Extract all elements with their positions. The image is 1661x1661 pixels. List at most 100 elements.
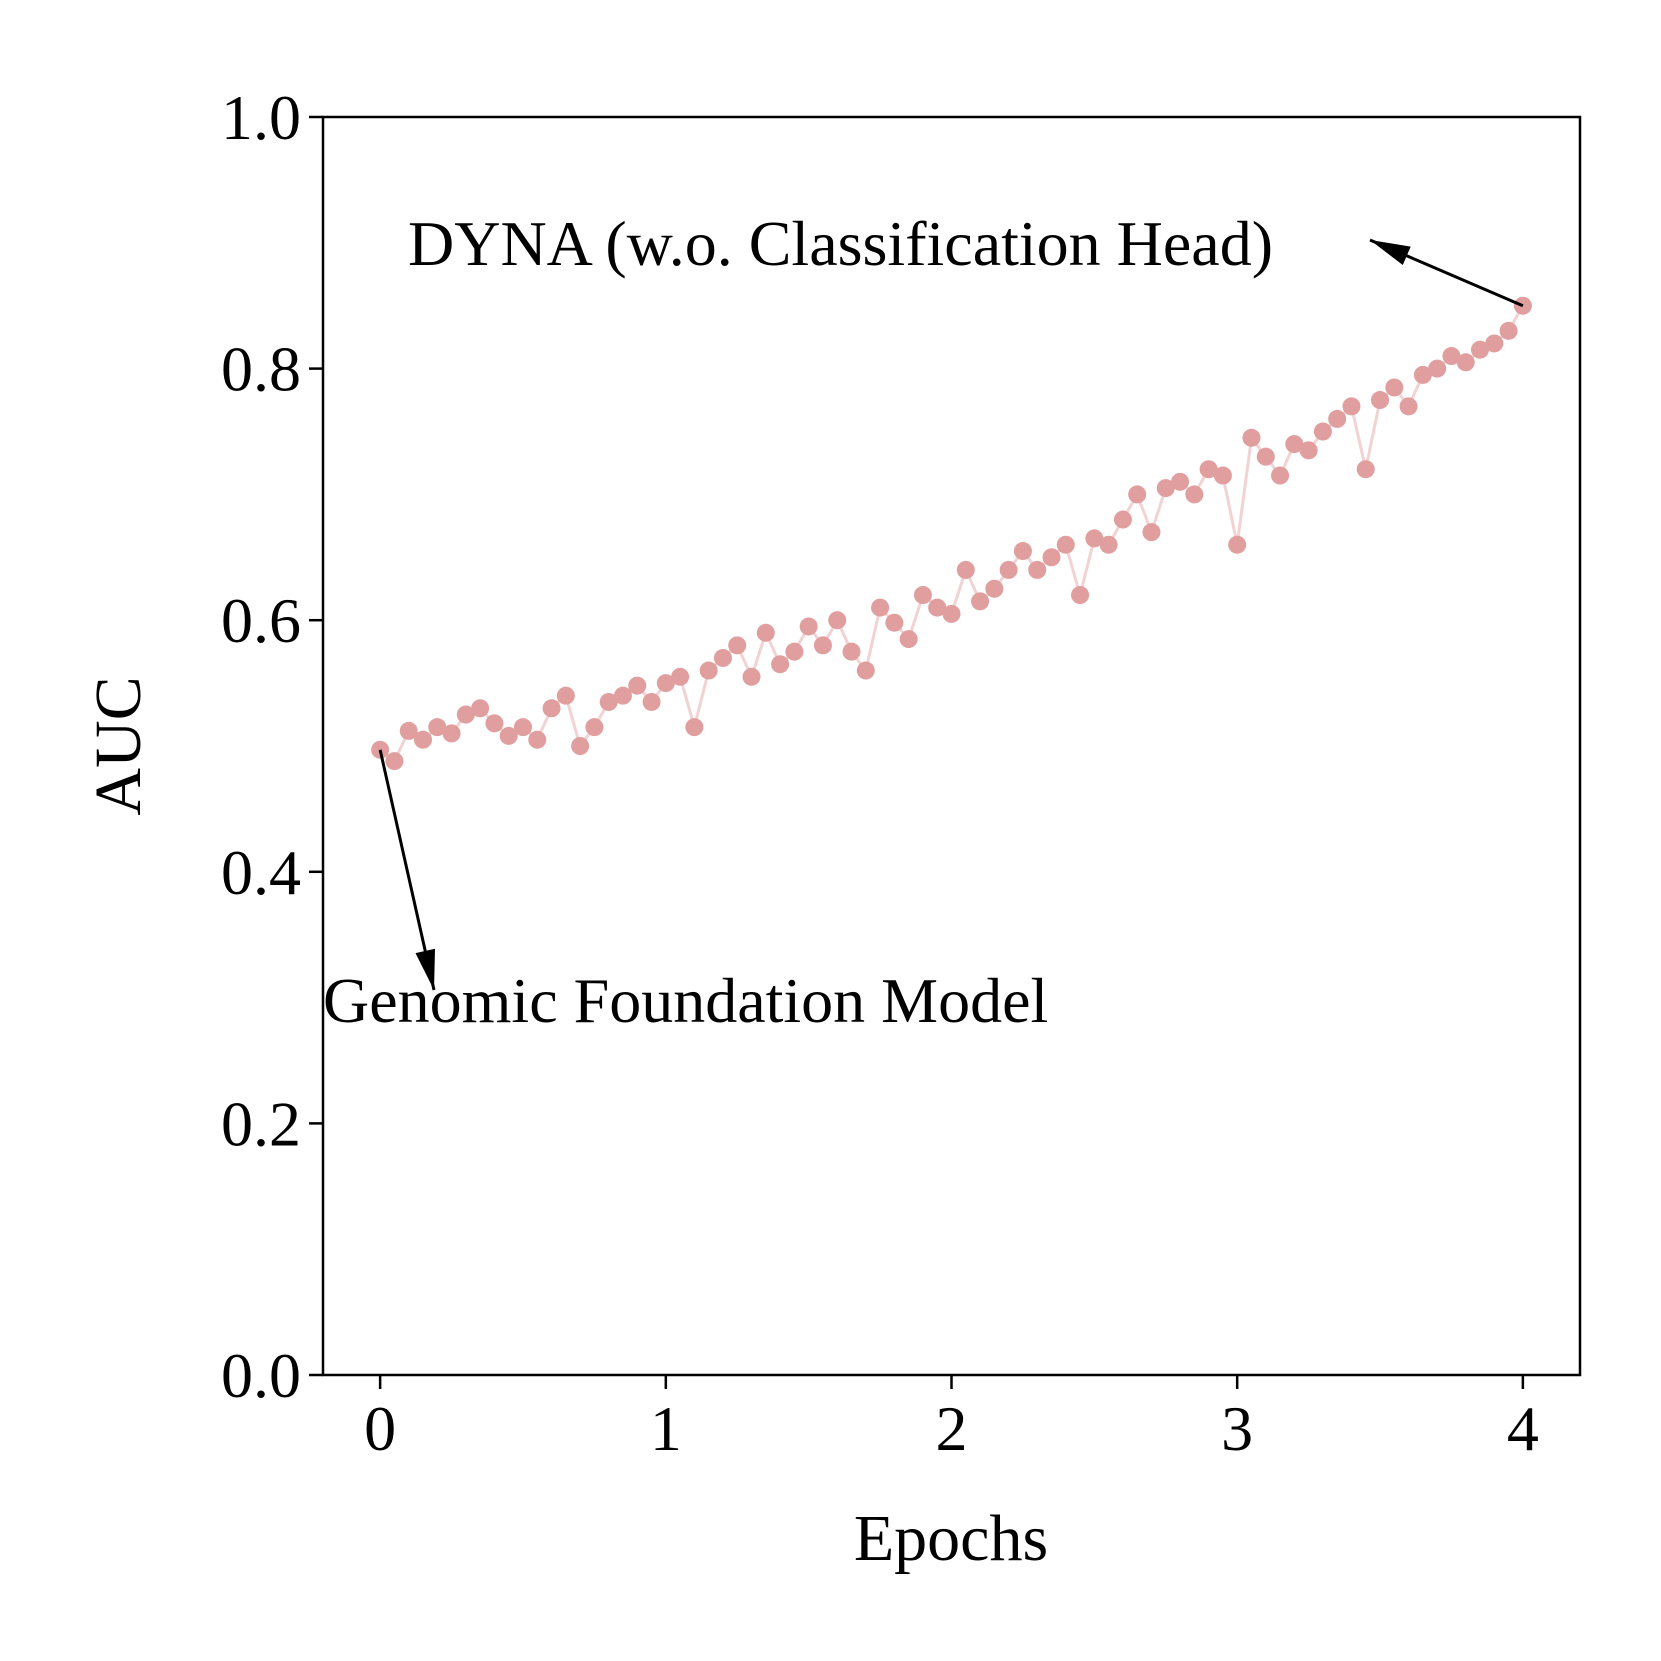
data-point [785,642,804,661]
data-point [1371,391,1390,410]
data-point [428,718,447,737]
data-point [1385,378,1404,397]
data-point [513,718,532,737]
y-tick-label: 0.4 [221,837,301,908]
data-point [413,730,432,749]
data-point [885,613,904,632]
data-point [928,598,947,617]
data-point [1113,510,1132,529]
data-point [1028,560,1047,579]
data-point [913,586,932,605]
data-point [971,592,990,611]
data-point [699,661,718,680]
data-point [599,692,618,711]
data-point [942,604,961,623]
data-point [1156,479,1175,498]
data-point [1499,321,1518,340]
data-point [1099,535,1118,554]
data-point [671,667,690,686]
data-point [1299,441,1318,460]
data-point [442,724,461,743]
data-point [1485,334,1504,353]
data-point [1413,365,1432,384]
y-tick-label: 0.2 [221,1088,301,1159]
data-point [999,560,1018,579]
annotation: Genomic Foundation Model [323,965,1048,1036]
x-tick-label: 3 [1221,1393,1253,1464]
data-point [1128,485,1147,504]
data-point [1171,472,1190,491]
data-point [1285,435,1304,454]
data-point [985,579,1004,598]
data-point [499,726,518,745]
plot-frame [321,115,1582,1377]
data-point [1328,409,1347,428]
data-point [1356,460,1375,479]
data-point [956,560,975,579]
data-point [771,655,790,674]
y-tick-label: 0.0 [221,1340,301,1411]
data-point [528,730,547,749]
data-point [1271,466,1290,485]
data-point [813,636,832,655]
data-point [1228,535,1247,554]
data-point [542,699,561,718]
data-point [1213,466,1232,485]
data-point [799,617,818,636]
arrow-head [415,948,436,990]
data-point [728,636,747,655]
data-point [1199,460,1218,479]
data-point [1471,340,1490,359]
data-point [1313,422,1332,441]
arrow-head [1370,240,1411,265]
data-point [756,623,775,642]
data-point [1242,428,1261,447]
data-point [1399,397,1418,416]
x-tick-label: 1 [650,1393,682,1464]
data-point [713,648,732,667]
y-axis-label: AUC [82,676,155,815]
data-point [399,721,418,740]
data-point [828,611,847,630]
data-point [685,718,704,737]
data-point [385,752,404,771]
data-point [471,699,490,718]
data-point [1013,542,1032,561]
data-point [585,718,604,737]
data-point [1142,523,1161,542]
data-point [613,686,632,705]
data-point [899,630,918,649]
data-point [1256,447,1275,466]
data-point [485,714,504,733]
data-point [1456,353,1475,372]
series-line [379,304,1525,764]
y-tick-label: 1.0 [221,82,301,153]
data-point [1342,397,1361,416]
data-point [1428,359,1447,378]
data-point [1056,535,1075,554]
data-point [556,686,575,705]
x-tick-label: 2 [936,1393,968,1464]
x-axis-label: Epochs [854,1502,1048,1575]
y-tick-label: 0.8 [221,334,301,405]
annotation-arrow [378,749,436,991]
annotation: DYNA (w.o. Classification Head) [408,208,1273,279]
data-point [642,692,661,711]
data-point [856,661,875,680]
data-point [571,737,590,755]
data-point [1185,485,1204,504]
x-tick-label: 0 [364,1393,396,1464]
data-point [1442,347,1461,366]
data-point [871,598,890,617]
data-point [456,705,475,724]
data-point [1085,529,1104,548]
data-point [1071,586,1090,605]
data-point [628,676,647,695]
data-point [1042,548,1061,567]
x-tick-label: 4 [1507,1393,1539,1464]
data-point [842,642,861,661]
data-point [742,667,761,686]
data-point [656,674,675,693]
y-tick-label: 0.6 [221,585,301,656]
